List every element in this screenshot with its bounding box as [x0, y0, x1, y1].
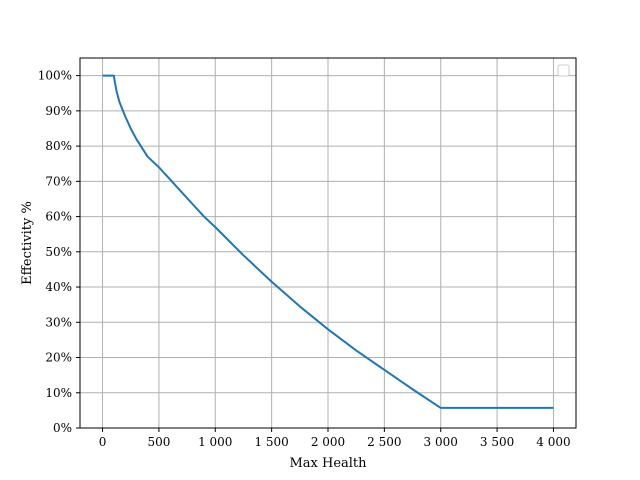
- y-tick-label: 100%: [38, 69, 72, 83]
- y-tick-label: 70%: [45, 174, 72, 188]
- series-layer: [102, 74, 554, 409]
- y-tick-label: 90%: [45, 104, 72, 118]
- y-tick-label: 20%: [45, 351, 72, 365]
- x-tick-label: 500: [147, 435, 170, 449]
- y-axis-label: Effectivity %: [20, 201, 35, 285]
- y-tick-label: 60%: [45, 210, 72, 224]
- y-tick-label: 80%: [45, 139, 72, 153]
- x-tick-label: 3 000: [424, 435, 458, 449]
- legend-box: [557, 64, 570, 77]
- x-tick-label: 0: [99, 435, 107, 449]
- y-tick-label: 40%: [45, 280, 72, 294]
- effectivity-series-line: [102, 74, 554, 409]
- x-tick-label: 3 500: [480, 435, 514, 449]
- x-tick-label: 1 500: [254, 435, 288, 449]
- y-tick-label: 30%: [45, 315, 72, 329]
- y-tick-label: 0%: [53, 421, 72, 435]
- x-axis-label: Max Health: [289, 456, 367, 471]
- grid-lines: [80, 58, 576, 429]
- axis-ticks: 0 500 1 000 1 500 2 000 2 500 3 000 3 500 4 000 0…: [38, 69, 571, 449]
- x-tick-label: 2 500: [367, 435, 401, 449]
- y-tick-label: 10%: [45, 386, 72, 400]
- x-tick-label: 2 000: [311, 435, 345, 449]
- x-tick-label: 1 000: [198, 435, 232, 449]
- x-tick-label: 4 000: [536, 435, 570, 449]
- y-tick-label: 50%: [45, 245, 72, 259]
